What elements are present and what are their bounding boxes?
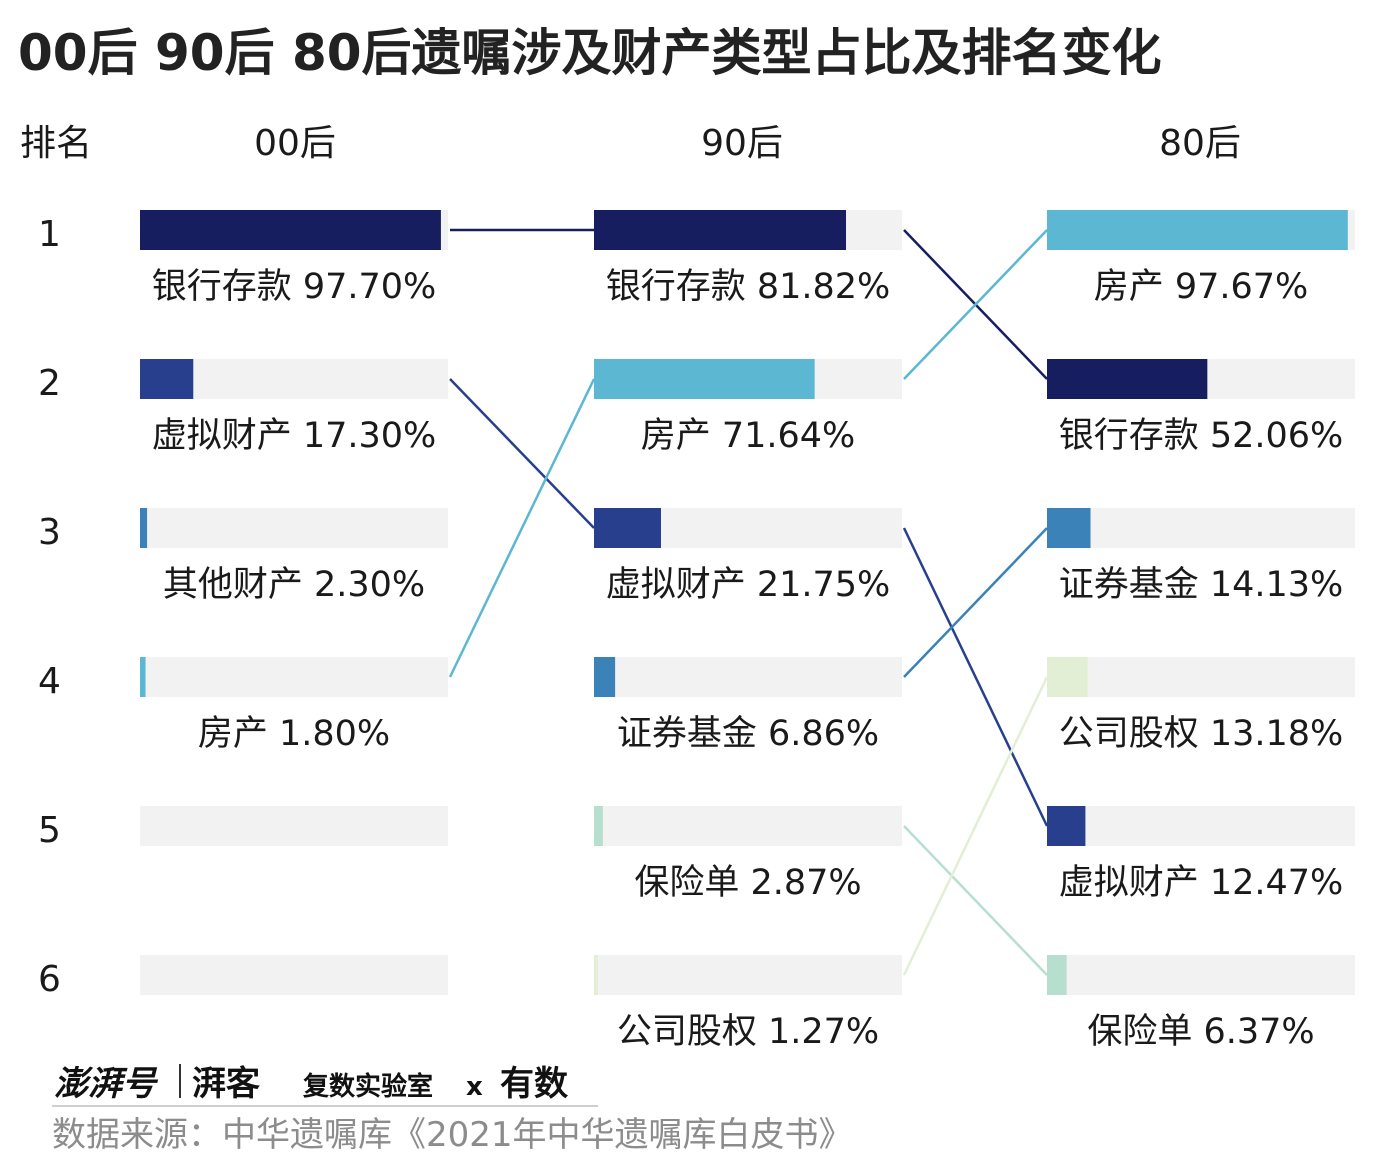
footer-logos: 澎湃号 湃客 复数实验室 x 有数: [52, 1064, 598, 1107]
pengpai-logo: 澎湃号: [54, 1064, 159, 1104]
rank-label-2: 2: [38, 363, 61, 404]
bar-0-虚拟财产: [140, 359, 194, 399]
bar-label-1-公司股权: 公司股权 1.27%: [617, 1012, 879, 1052]
bar-0-其他财产: [140, 508, 148, 548]
bar-1-保险单: [594, 806, 603, 846]
bar-track-2-6: [1047, 955, 1355, 995]
bar-track-0-4: [140, 657, 448, 697]
bar-2-银行存款: [1047, 359, 1208, 399]
bar-1-公司股权: [594, 955, 598, 995]
connector-0-虚拟财产: [449, 378, 595, 529]
bar-label-1-银行存款: 银行存款 81.82%: [606, 267, 891, 307]
bar-track-1-6: [594, 955, 902, 995]
connector-1-虚拟财产: [902, 527, 1049, 827]
bar-2-证券基金: [1047, 508, 1091, 548]
rank-label-1: 1: [38, 214, 61, 255]
rank-label-4: 4: [38, 661, 61, 702]
logo-x: x: [466, 1072, 483, 1102]
connector-0-房产: [448, 378, 596, 678]
bar-label-2-保险单: 保险单 6.37%: [1087, 1012, 1314, 1052]
bar-track-0-6: [140, 955, 448, 995]
bar-label-1-保险单: 保险单 2.87%: [634, 863, 861, 903]
bar-1-证券基金: [594, 657, 616, 697]
rank-labels: 1 2 3 4 5 6: [38, 214, 61, 1000]
bar-label-0-其他财产: 其他财产 2.30%: [163, 565, 425, 605]
bar-2-保险单: [1047, 955, 1067, 995]
rank-label-6: 6: [38, 959, 61, 1000]
data-source: 数据来源：中华遗嘱库《2021年中华遗嘱库白皮书》: [52, 1115, 853, 1155]
bar-label-2-房产: 房产 97.67%: [1094, 267, 1309, 307]
bar-track-1-4: [594, 657, 902, 697]
fushu-lab-logo: 复数实验室: [303, 1071, 433, 1102]
connector-1-证券基金: [903, 527, 1048, 678]
bar-label-1-证券基金: 证券基金 6.86%: [617, 714, 879, 754]
bar-group-0: 银行存款 97.70% 虚拟财产 17.30% 其他财产 2.30% 房产 1.80%: [140, 210, 448, 995]
bar-2-虚拟财产: [1047, 806, 1086, 846]
paike-logo: 湃客: [192, 1064, 260, 1104]
connector-1-保险单: [903, 825, 1048, 976]
group-header-2: 80后: [1159, 123, 1241, 164]
bar-track-1-5: [594, 806, 902, 846]
bar-0-房产: [140, 657, 146, 697]
bar-label-2-银行存款: 银行存款 52.06%: [1059, 416, 1344, 456]
group-header-1: 90后: [701, 123, 783, 164]
bar-2-房产: [1047, 210, 1348, 250]
bar-track-0-3: [140, 508, 448, 548]
bar-label-2-证券基金: 证券基金 14.13%: [1059, 565, 1344, 605]
bar-groups: 银行存款 97.70% 虚拟财产 17.30% 其他财产 2.30% 房产 1.80%…: [140, 210, 1355, 1052]
bar-2-公司股权: [1047, 657, 1088, 697]
connector-1-公司股权: [902, 676, 1049, 976]
bar-label-2-虚拟财产: 虚拟财产 12.47%: [1059, 863, 1344, 903]
group-header-0: 00后: [254, 123, 336, 164]
bar-1-虚拟财产: [594, 508, 661, 548]
bar-label-0-银行存款: 银行存款 97.70%: [152, 267, 437, 307]
bar-track-2-4: [1047, 657, 1355, 697]
rank-header: 排名: [20, 123, 92, 164]
rank-connectors: [448, 228, 1049, 976]
rank-label-3: 3: [38, 512, 61, 553]
bar-track-2-5: [1047, 806, 1355, 846]
bar-group-1: 银行存款 81.82% 房产 71.64% 虚拟财产 21.75% 证券基金 6.86…: [594, 210, 902, 1052]
chart-title: 00后 90后 80后遗嘱涉及财产类型占比及排名变化: [18, 24, 1162, 82]
bar-0-银行存款: [140, 210, 441, 250]
rank-label-5: 5: [38, 810, 61, 851]
bar-label-0-房产: 房产 1.80%: [198, 714, 390, 754]
bar-track-0-5: [140, 806, 448, 846]
bar-1-银行存款: [594, 210, 847, 250]
bar-1-房产: [594, 359, 815, 399]
youshu-logo: 有数: [500, 1064, 568, 1104]
bar-label-2-公司股权: 公司股权 13.18%: [1059, 714, 1344, 754]
connector-1-房产: [903, 229, 1048, 380]
bar-label-1-虚拟财产: 虚拟财产 21.75%: [606, 565, 891, 605]
bar-group-2: 房产 97.67% 银行存款 52.06% 证券基金 14.13% 公司股权 13.1…: [1047, 210, 1355, 1052]
bar-label-0-虚拟财产: 虚拟财产 17.30%: [152, 416, 437, 456]
bar-track-2-3: [1047, 508, 1355, 548]
group-headers: 00后 90后 80后: [254, 123, 1241, 164]
bar-label-1-房产: 房产 71.64%: [641, 416, 856, 456]
